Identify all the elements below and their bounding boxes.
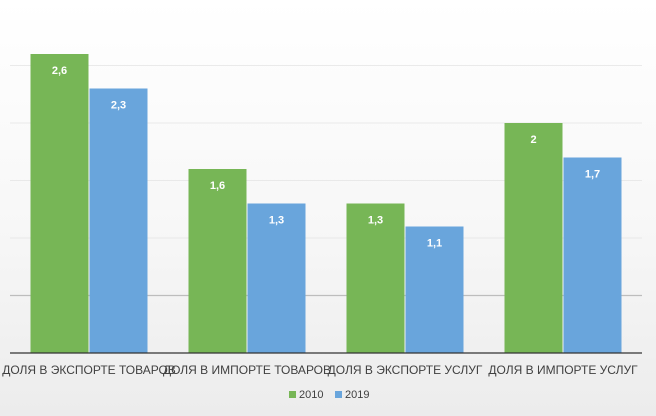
bar-2010-3 xyxy=(346,203,405,353)
legend-swatch-2019[interactable] xyxy=(335,391,342,398)
value-label-2010-3: 1,3 xyxy=(368,215,383,227)
bar-2010-4 xyxy=(504,123,563,353)
legend-label-2010[interactable]: 2010 xyxy=(299,389,323,401)
value-label-2019-3: 1,1 xyxy=(427,238,442,250)
value-label-2010-1: 2,6 xyxy=(52,65,67,77)
bar-2019-1 xyxy=(89,88,148,353)
category-label-2: ДОЛЯ В ИМПОРТЕ ТОВАРОВ xyxy=(163,363,331,377)
bar-2010-1 xyxy=(30,54,89,353)
bars xyxy=(30,54,622,353)
category-label-4: ДОЛЯ В ИМПОРТЕ УСЛУГ xyxy=(488,363,638,377)
bar-2019-2 xyxy=(247,203,306,353)
value-label-2010-4: 2 xyxy=(530,134,536,146)
value-label-2010-2: 1,6 xyxy=(210,180,225,192)
value-labels: 2,6 2,3 1,6 1,3 1,3 1,1 2 1,7 xyxy=(52,65,600,250)
bar-2019-3 xyxy=(405,226,464,353)
category-label-3: ДОЛЯ В ЭКСПОРТЕ УСЛУГ xyxy=(328,363,483,377)
bar-2019-4 xyxy=(563,157,622,353)
legend[interactable]: 2010 2019 xyxy=(289,389,369,401)
value-label-2019-2: 1,3 xyxy=(269,215,284,227)
legend-swatch-2010[interactable] xyxy=(289,391,296,398)
legend-label-2019[interactable]: 2019 xyxy=(345,389,369,401)
value-label-2019-1: 2,3 xyxy=(111,100,126,112)
bar-2010-2 xyxy=(188,169,247,353)
value-label-2019-4: 1,7 xyxy=(585,169,600,181)
category-label-1: ДОЛЯ В ЭКСПОРТЕ ТОВАРОВ xyxy=(2,363,176,377)
